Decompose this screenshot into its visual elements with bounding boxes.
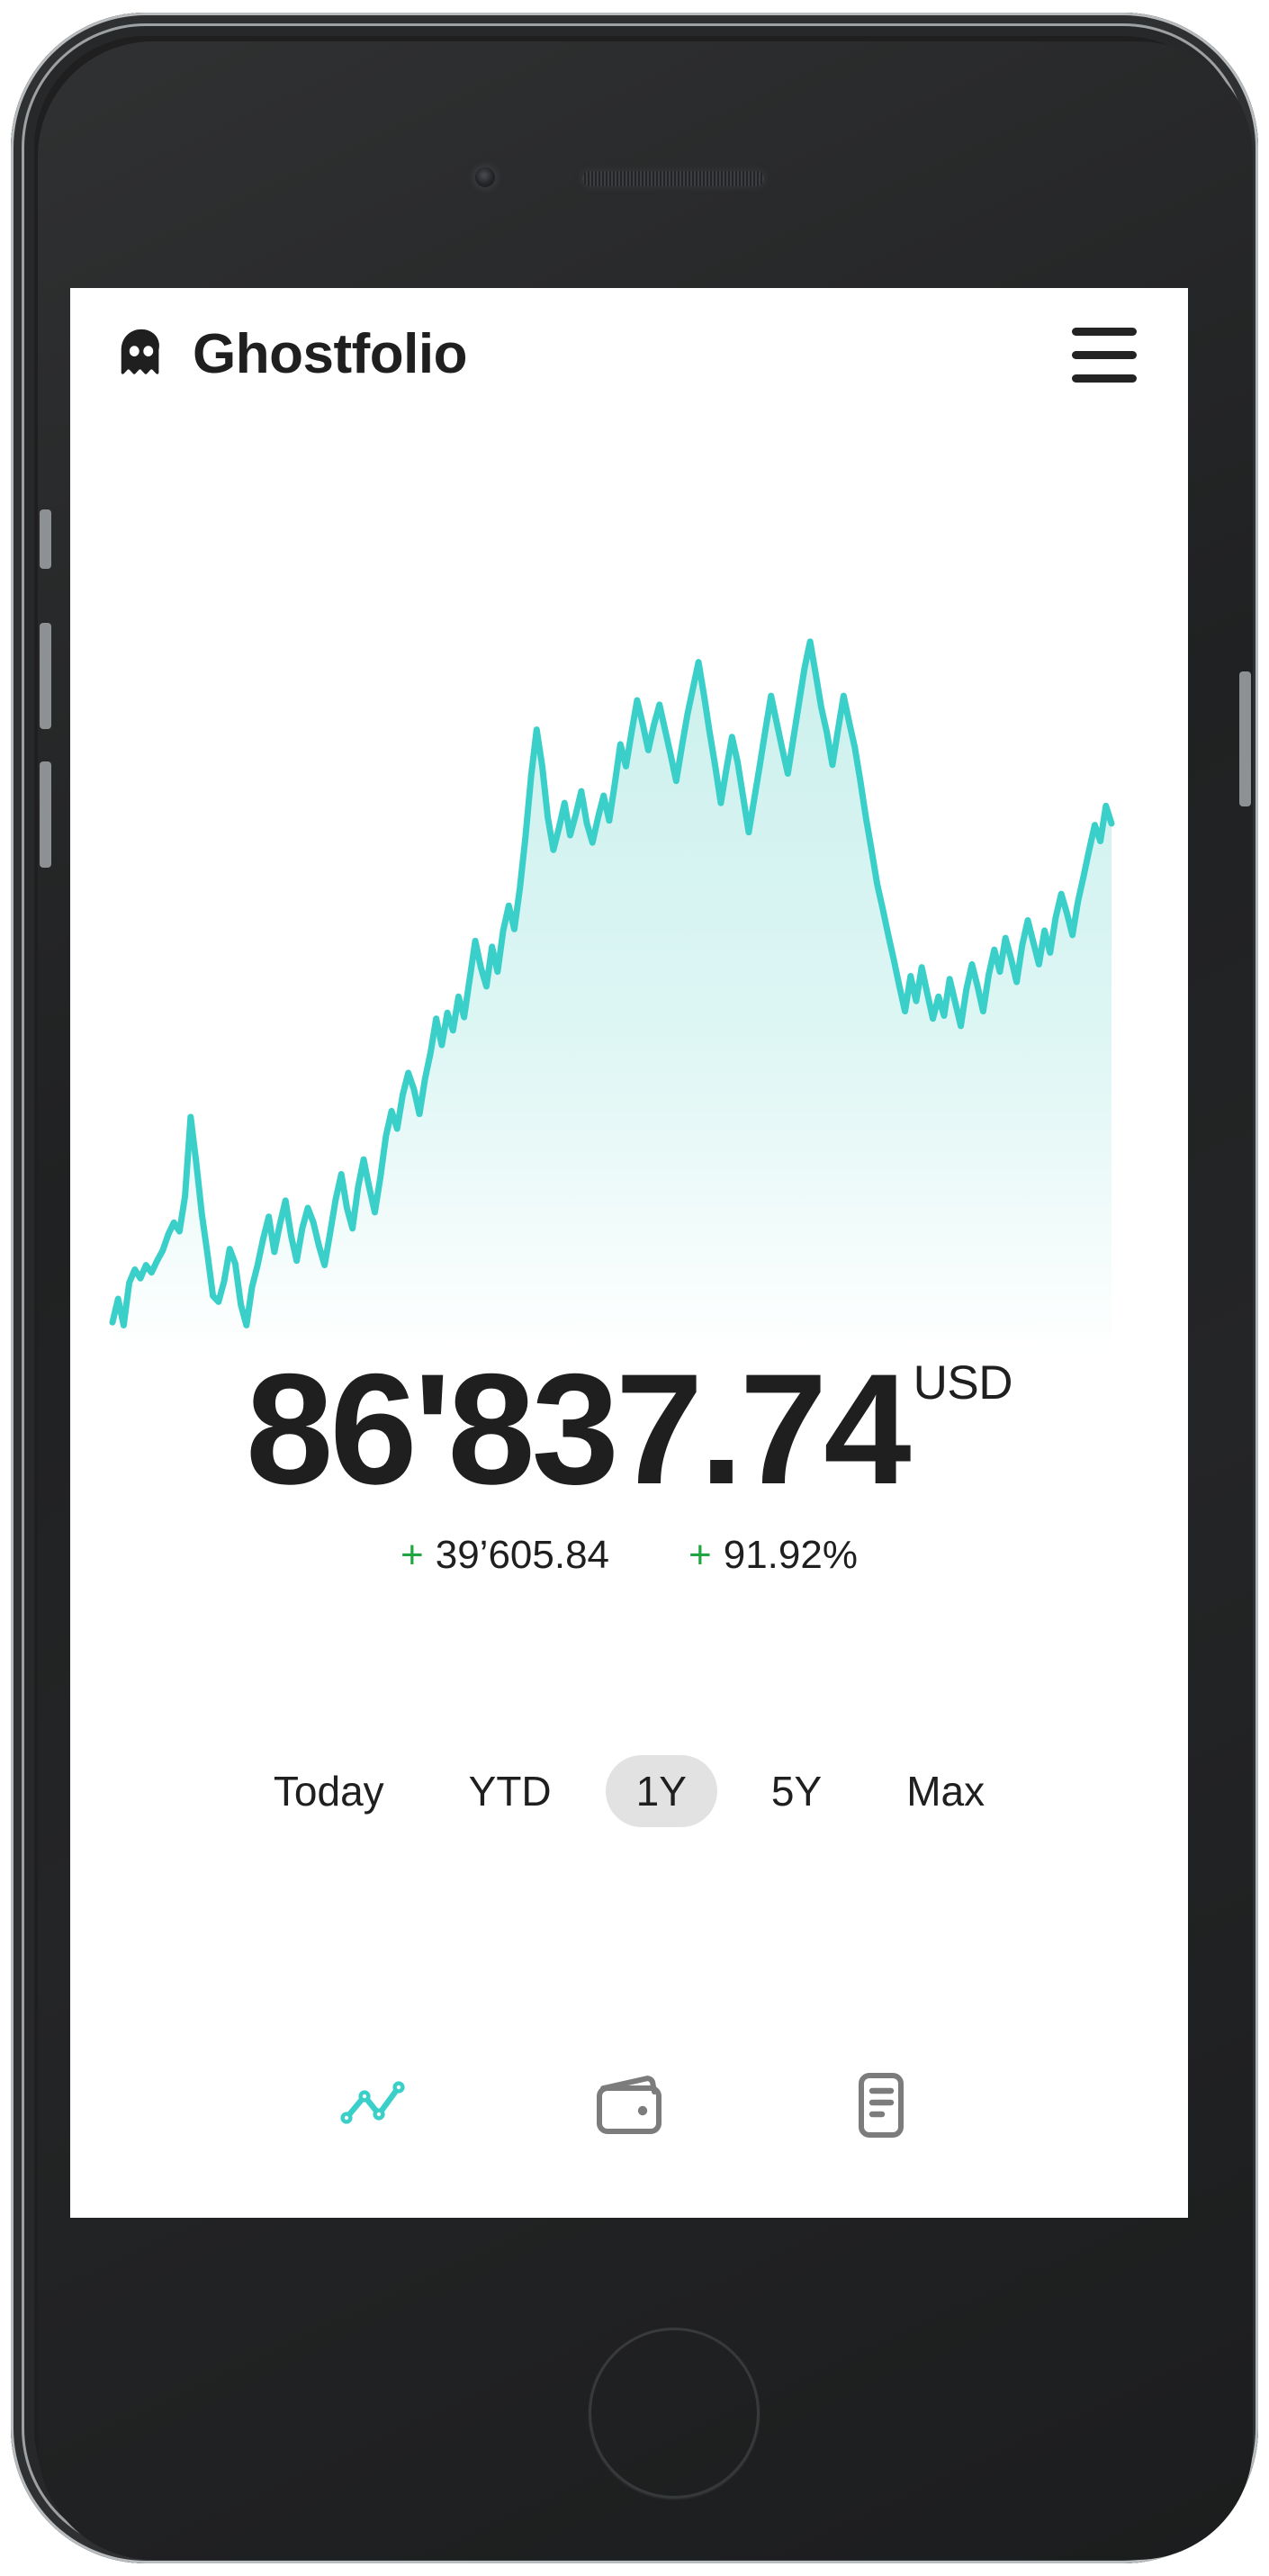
range-tab-max[interactable]: Max xyxy=(906,1768,986,1815)
range-tab-1y[interactable]: 1Y xyxy=(605,1755,717,1827)
percent-change-value: 91.92% xyxy=(723,1532,858,1577)
absolute-change: + 39’605.84 xyxy=(400,1533,609,1578)
home-button[interactable] xyxy=(589,2328,760,2499)
volume-down-button[interactable] xyxy=(40,761,51,868)
nav-item-analysis[interactable] xyxy=(328,2056,427,2155)
power-button[interactable] xyxy=(1239,671,1251,806)
range-tab-5y[interactable]: 5Y xyxy=(770,1768,823,1815)
range-tab-today[interactable]: Today xyxy=(273,1768,384,1815)
menu-bar-3 xyxy=(1072,374,1137,383)
absolute-change-value: 39’605.84 xyxy=(435,1532,610,1577)
date-range-tabs: Today YTD 1Y 5Y Max xyxy=(70,1755,1188,1827)
range-tab-ytd[interactable]: YTD xyxy=(468,1768,552,1815)
mute-switch[interactable] xyxy=(40,509,51,569)
hamburger-menu-icon[interactable] xyxy=(1067,318,1141,392)
menu-bar-1 xyxy=(1072,327,1137,336)
earpiece-speaker xyxy=(582,171,764,186)
currency-code: USD xyxy=(913,1356,1013,1410)
app-screen: Ghostfolio 86'837.74 USD xyxy=(70,288,1188,2218)
nav-item-transactions[interactable] xyxy=(832,2056,931,2155)
absolute-change-sign: + xyxy=(400,1532,424,1577)
page-title: Ghostfolio xyxy=(193,323,467,385)
percent-change: + 91.92% xyxy=(688,1533,858,1578)
portfolio-value-row: 86'837.74 USD xyxy=(70,1342,1188,1518)
document-icon xyxy=(859,2073,904,2138)
portfolio-summary: 86'837.74 USD + 39’605.84 + 91.92% xyxy=(70,1342,1188,1578)
brand[interactable]: Ghostfolio xyxy=(113,327,467,383)
portfolio-value: 86'837.74 xyxy=(246,1342,912,1518)
menu-bar-2 xyxy=(1072,350,1137,359)
line-chart-icon xyxy=(340,2081,405,2124)
portfolio-chart-svg xyxy=(109,638,1115,1355)
volume-up-button[interactable] xyxy=(40,623,51,729)
wallet-icon xyxy=(597,2076,662,2134)
portfolio-chart[interactable] xyxy=(70,594,1188,1377)
portfolio-change-row: + 39’605.84 + 91.92% xyxy=(70,1533,1188,1578)
bottom-navigation xyxy=(70,2029,1188,2182)
percent-change-sign: + xyxy=(688,1532,712,1577)
front-camera xyxy=(475,167,495,187)
app-header: Ghostfolio xyxy=(70,288,1188,421)
ghost-icon xyxy=(121,329,159,374)
chart-line xyxy=(109,638,1115,1329)
nav-item-holdings[interactable] xyxy=(580,2056,679,2155)
